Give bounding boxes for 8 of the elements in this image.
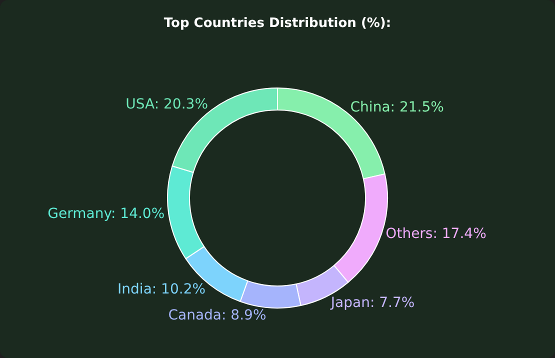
slice-label: Canada: 8.9% (168, 308, 266, 324)
slice-label: China: 21.5% (350, 99, 444, 116)
slice-label: Others: 17.4% (386, 226, 486, 242)
slice-label: USA: 20.3% (126, 96, 208, 112)
slice-label: India: 10.2% (118, 281, 206, 298)
slice-label: Japan: 7.7% (330, 295, 415, 312)
slice-label: Germany: 14.0% (48, 206, 165, 222)
chart-title: Top Countries Distribution (%): (164, 16, 392, 31)
